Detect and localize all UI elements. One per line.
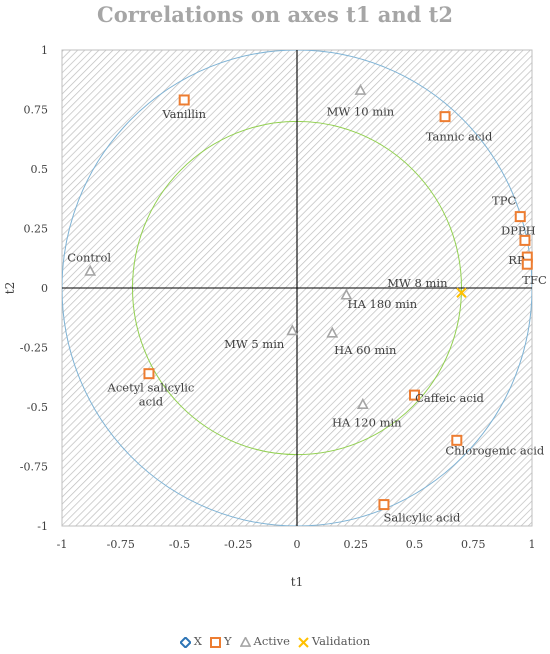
legend-label: Active xyxy=(253,634,290,648)
point-tfc xyxy=(521,258,533,270)
point-mw-5-min xyxy=(286,324,299,336)
point-chlorogenic-acid xyxy=(451,434,463,446)
y-tick-label: 0.5 xyxy=(31,163,49,176)
legend-marker-x xyxy=(179,636,191,648)
point-label-tpc: TPC xyxy=(492,194,516,208)
point-label-tfc: TFC xyxy=(522,273,547,287)
y-tick-label: -0.5 xyxy=(27,401,48,414)
legend-item-active: Active xyxy=(239,634,290,648)
point-ha-60-min xyxy=(326,326,339,338)
point-label-ha-180-min: HA 180 min xyxy=(348,297,418,311)
x-tick-label: 0 xyxy=(294,538,301,551)
y-axis-title: t2 xyxy=(3,282,17,294)
point-caffeic-acid xyxy=(409,389,420,401)
correlation-plot: -1 -0.75 -0.5 -0.25 0 0.25 0.5 0.75 1 1 0.75 0.5 0.2… xyxy=(3,44,547,589)
legend-item-x: X xyxy=(179,634,202,648)
x-tick-label: 0.75 xyxy=(461,538,486,551)
y-tick-label: 0.25 xyxy=(24,223,49,236)
point-ha-180-min xyxy=(340,288,353,300)
point-dpph xyxy=(519,234,531,246)
legend-item-validation: Validation xyxy=(298,634,370,648)
point-mw-8-min xyxy=(456,287,467,298)
x-tick-label: -0.75 xyxy=(107,538,135,551)
point-control xyxy=(84,264,97,276)
point-label-caffeic-acid: Caffeic acid xyxy=(415,391,484,405)
y-tick-label: -1 xyxy=(37,520,48,533)
point-label-dpph: DPPH xyxy=(501,223,536,237)
chart-title: Correlations on axes t1 and t2 xyxy=(97,2,453,27)
y-tick-label: 0.75 xyxy=(24,104,49,117)
legend-marker-active xyxy=(239,636,251,647)
point-mw-10-min xyxy=(354,83,367,95)
x-tick-label: 0.25 xyxy=(344,538,369,551)
point-tannic-acid xyxy=(439,111,451,123)
legend-marker-y xyxy=(209,636,221,648)
legend-marker-validation xyxy=(298,636,309,648)
legend-marker-shape xyxy=(239,636,251,647)
point-ha-120-min xyxy=(356,397,369,410)
x-tick-label: 1 xyxy=(529,538,536,551)
point-tpc xyxy=(514,211,526,223)
y-tick-label: -0.25 xyxy=(20,342,48,355)
legend-label: Validation xyxy=(311,634,371,648)
point-label-chlorogenic-acid: Chlorogenic acid xyxy=(445,443,545,457)
point-acetyl-salicylic-acid xyxy=(143,368,155,380)
x-tick-label: 0.5 xyxy=(406,538,424,551)
point-label-mw-8-min: MW 8 min xyxy=(387,276,448,290)
point-label-tannic-acid: Tannic acid xyxy=(426,130,493,144)
point-label-control: Control xyxy=(67,250,111,264)
point-label-salicylic-acid: Salicylic acid xyxy=(384,511,461,525)
legend-marker-shape xyxy=(179,636,191,648)
point-salicylic-acid xyxy=(378,499,390,511)
point-label-rp: RP xyxy=(508,253,525,267)
legend-marker-shape xyxy=(298,636,309,648)
x-axis-title: t1 xyxy=(291,575,303,589)
legend-label: X xyxy=(193,634,202,648)
legend: X Y Active Validation xyxy=(0,634,550,648)
y-tick-label: 1 xyxy=(41,44,48,57)
y-tick-label: 0 xyxy=(41,282,48,295)
point-vanillin xyxy=(178,94,190,106)
x-tick-label: -1 xyxy=(57,538,68,551)
x-tick-label: -0.5 xyxy=(169,538,190,551)
legend-label: Y xyxy=(223,634,232,648)
point-label-ha-120-min: HA 120 min xyxy=(332,416,402,430)
point-label-ha-60-min: HA 60 min xyxy=(334,343,397,357)
point-label-vanillin: Vanillin xyxy=(161,107,206,121)
legend-item-y: Y xyxy=(209,634,232,648)
x-tick-label: -0.25 xyxy=(224,538,252,551)
point-label-mw-10-min: MW 10 min xyxy=(327,104,395,118)
point-label-acetyl-salicylic-acid: Acetyl salicylic acid xyxy=(107,381,195,409)
legend-marker-shape xyxy=(209,636,221,648)
y-tick-label: -0.75 xyxy=(20,461,48,474)
point-label-mw-5-min: MW 5 min xyxy=(224,337,285,351)
